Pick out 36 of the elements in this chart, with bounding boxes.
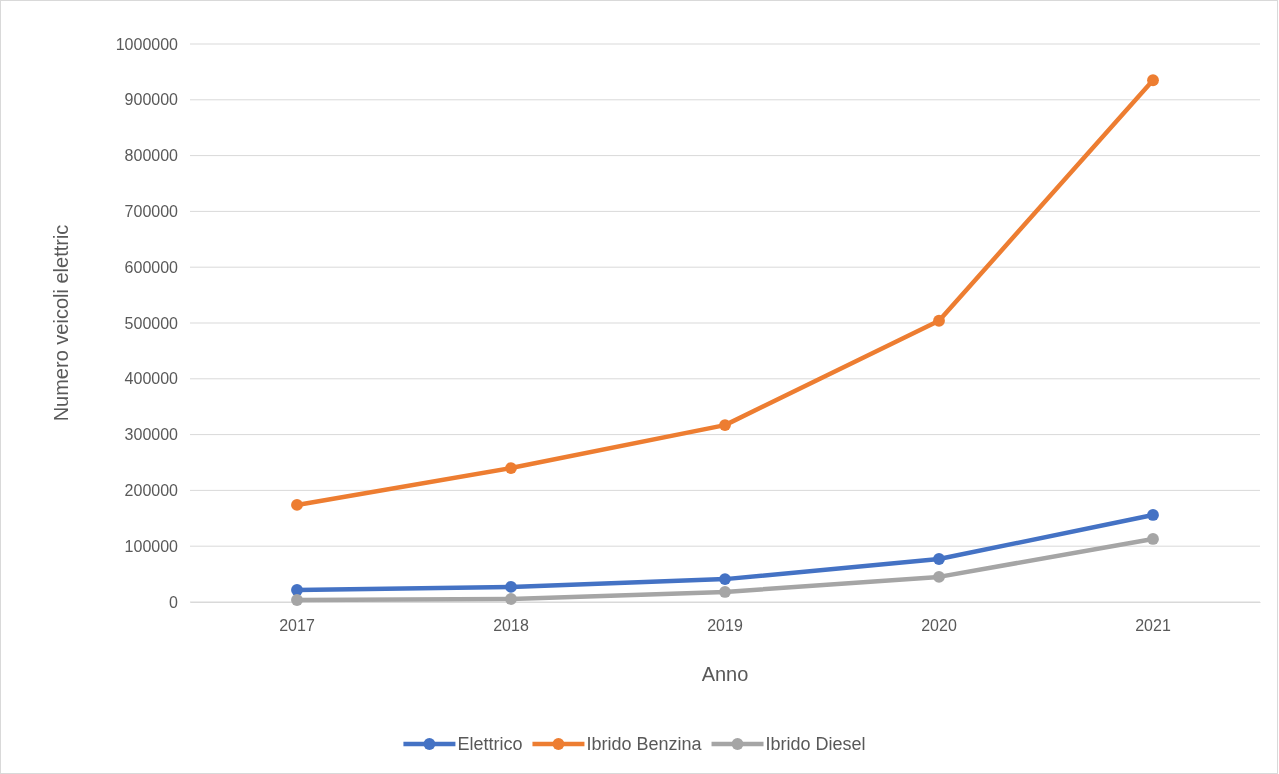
y-tick-label: 300000 xyxy=(124,426,179,444)
y-tick-label: 100000 xyxy=(124,537,179,555)
point xyxy=(1147,74,1159,87)
y-tick-label: 200000 xyxy=(124,482,179,500)
legend-label: Ibrido Diesel xyxy=(765,734,866,754)
y-tick-label: 400000 xyxy=(124,370,179,388)
point xyxy=(719,419,731,432)
y-tick-label: 700000 xyxy=(124,203,179,221)
point xyxy=(933,314,945,327)
point xyxy=(933,553,945,565)
y-tick-label: 600000 xyxy=(124,258,179,276)
point xyxy=(1147,533,1159,545)
point xyxy=(719,573,731,586)
point xyxy=(505,593,517,605)
point xyxy=(933,570,945,583)
y-axis-title: Numero veicoli elettric xyxy=(50,224,72,422)
point xyxy=(1147,509,1159,521)
y-tick-label: 0 xyxy=(169,593,179,611)
y-tick-label: 500000 xyxy=(124,314,179,332)
x-tick-label: 2017 xyxy=(279,617,315,635)
legend-label: Ibrido Benzina xyxy=(586,734,703,754)
y-tick-label: 900000 xyxy=(124,91,179,109)
legend-label: Elettrico xyxy=(457,734,523,754)
point xyxy=(505,581,517,593)
y-tick-label: 1000000 xyxy=(115,35,179,53)
point xyxy=(505,462,517,474)
y-tick-label: 800000 xyxy=(124,147,179,165)
point xyxy=(291,584,303,596)
x-tick-label: 2020 xyxy=(921,617,957,635)
x-tick-label: 2018 xyxy=(493,617,529,635)
x-axis-title: Anno xyxy=(701,663,749,685)
point xyxy=(291,499,303,511)
point xyxy=(291,594,303,606)
x-tick-label: 2019 xyxy=(707,617,743,635)
x-tick-label: 2021 xyxy=(1135,617,1171,635)
point xyxy=(719,586,731,598)
